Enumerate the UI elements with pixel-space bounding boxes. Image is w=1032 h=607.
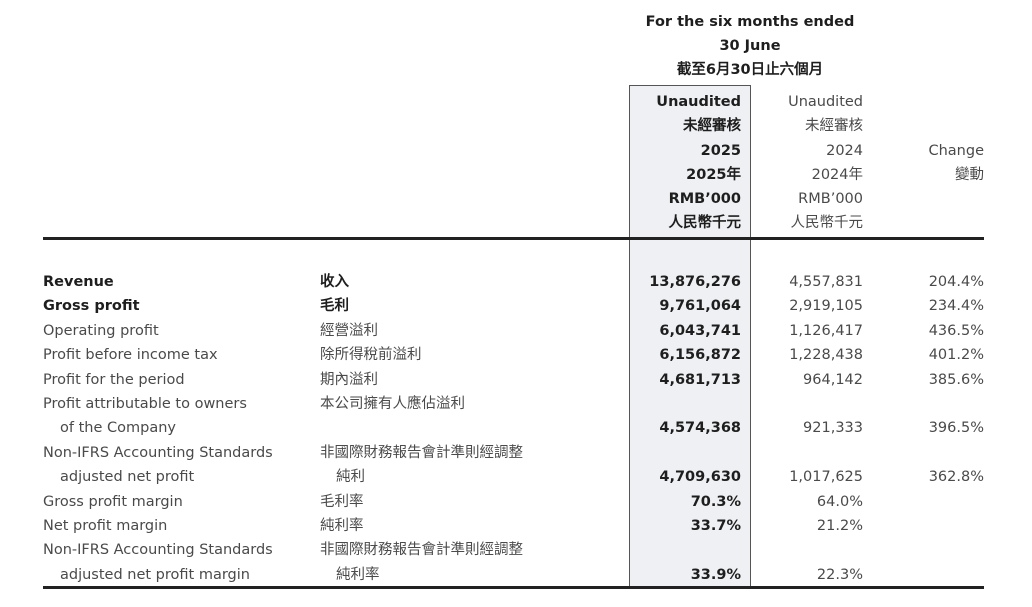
value-2025: 6,156,872 — [659, 347, 741, 364]
column-header-change: 變動 — [955, 167, 984, 183]
value-2024: 21.2% — [816, 518, 863, 534]
value-2024: 921,333 — [803, 420, 863, 437]
value-2024: 1,126,417 — [789, 322, 863, 339]
row-label-en: adjusted net profit margin — [60, 566, 250, 583]
row-label-en: adjusted net profit — [60, 469, 195, 486]
row-label-zh: 毛利 — [320, 298, 349, 315]
value-2024: 22.3% — [816, 566, 863, 583]
column-header-2025: 2025 — [700, 143, 741, 159]
row-label-zh: 收入 — [320, 274, 349, 290]
row-label-zh: 純利率 — [336, 566, 380, 583]
row-label-en: Net profit margin — [43, 518, 168, 534]
value-2025: 6,043,741 — [659, 322, 741, 339]
row-label-en: Non-IFRS Accounting Standards — [43, 542, 273, 559]
value-change: 204.4% — [928, 274, 984, 290]
column-header-2024: 2024 — [826, 143, 863, 159]
value-change: 362.8% — [928, 469, 984, 486]
row-label-zh: 毛利率 — [320, 493, 364, 510]
value-2024: 64.0% — [816, 493, 863, 510]
row-label-en: of the Company — [60, 420, 176, 437]
column-header-2024: Unaudited — [788, 94, 863, 110]
column-header-2024: 人民幣千元 — [790, 215, 864, 231]
row-label-en: Non-IFRS Accounting Standards — [43, 444, 273, 461]
value-2024: 2,919,105 — [789, 298, 863, 315]
value-change: 401.2% — [928, 347, 984, 364]
row-label-zh: 經營溢利 — [320, 322, 378, 339]
value-change: 396.5% — [928, 420, 984, 437]
value-2025: 4,681,713 — [659, 371, 741, 388]
row-label-en: Revenue — [43, 274, 114, 290]
column-header-change: Change — [928, 143, 984, 159]
value-change: 385.6% — [928, 371, 984, 388]
row-label-zh: 期內溢利 — [320, 371, 378, 388]
row-label-zh: 本公司擁有人應佔溢利 — [320, 396, 465, 412]
value-2024: 1,228,438 — [789, 347, 863, 364]
header-rule — [43, 237, 984, 240]
row-label-en: Gross profit — [43, 298, 140, 315]
value-2025: 13,876,276 — [649, 274, 741, 290]
row-label-en: Profit attributable to owners — [43, 396, 247, 412]
period-title-en: For the six months ended — [645, 14, 855, 30]
row-label-zh: 非國際財務報告會計準則經調整 — [320, 444, 523, 461]
column-header-2025: 未經審核 — [683, 118, 741, 134]
row-label-zh: 非國際財務報告會計準則經調整 — [320, 542, 523, 559]
column-header-2024: RMB’000 — [798, 191, 863, 207]
row-label-en: Profit for the period — [43, 371, 185, 388]
period-title-zh: 截至6月30日止六個月 — [676, 62, 824, 78]
value-change — [880, 564, 984, 586]
row-label-zh: 純利率 — [320, 518, 364, 534]
value-2025: 4,709,630 — [659, 469, 741, 486]
value-2024: 4,557,831 — [789, 274, 863, 290]
column-header-2024: 未經審核 — [805, 118, 863, 134]
column-header-2025: 2025年 — [686, 167, 741, 183]
value-change — [880, 491, 984, 513]
value-change — [880, 515, 984, 537]
value-change: 436.5% — [928, 322, 984, 339]
row-label-en: Gross profit margin — [43, 493, 183, 510]
row-label-zh: 純利 — [336, 469, 365, 486]
row-label-en: Operating profit — [43, 322, 159, 339]
value-2025: 9,761,064 — [659, 298, 741, 315]
row-label-en: Profit before income tax — [43, 347, 218, 364]
column-header-2025: Unaudited — [656, 94, 741, 110]
column-header-2025: 人民幣千元 — [668, 215, 742, 231]
row-label-zh: 除所得稅前溢利 — [320, 347, 422, 364]
highlighted-2025-column — [629, 85, 751, 587]
value-2025: 33.7% — [690, 518, 741, 534]
value-2024: 964,142 — [803, 371, 863, 388]
bottom-rule — [43, 586, 984, 589]
value-2024: 1,017,625 — [789, 469, 863, 486]
column-header-2025: RMB’000 — [668, 191, 741, 207]
value-2025: 33.9% — [690, 566, 741, 583]
value-change: 234.4% — [928, 298, 984, 315]
column-header-2024: 2024年 — [811, 167, 863, 183]
value-2025: 70.3% — [690, 493, 741, 510]
value-2025: 4,574,368 — [659, 420, 741, 437]
period-title-date: 30 June — [719, 38, 781, 54]
